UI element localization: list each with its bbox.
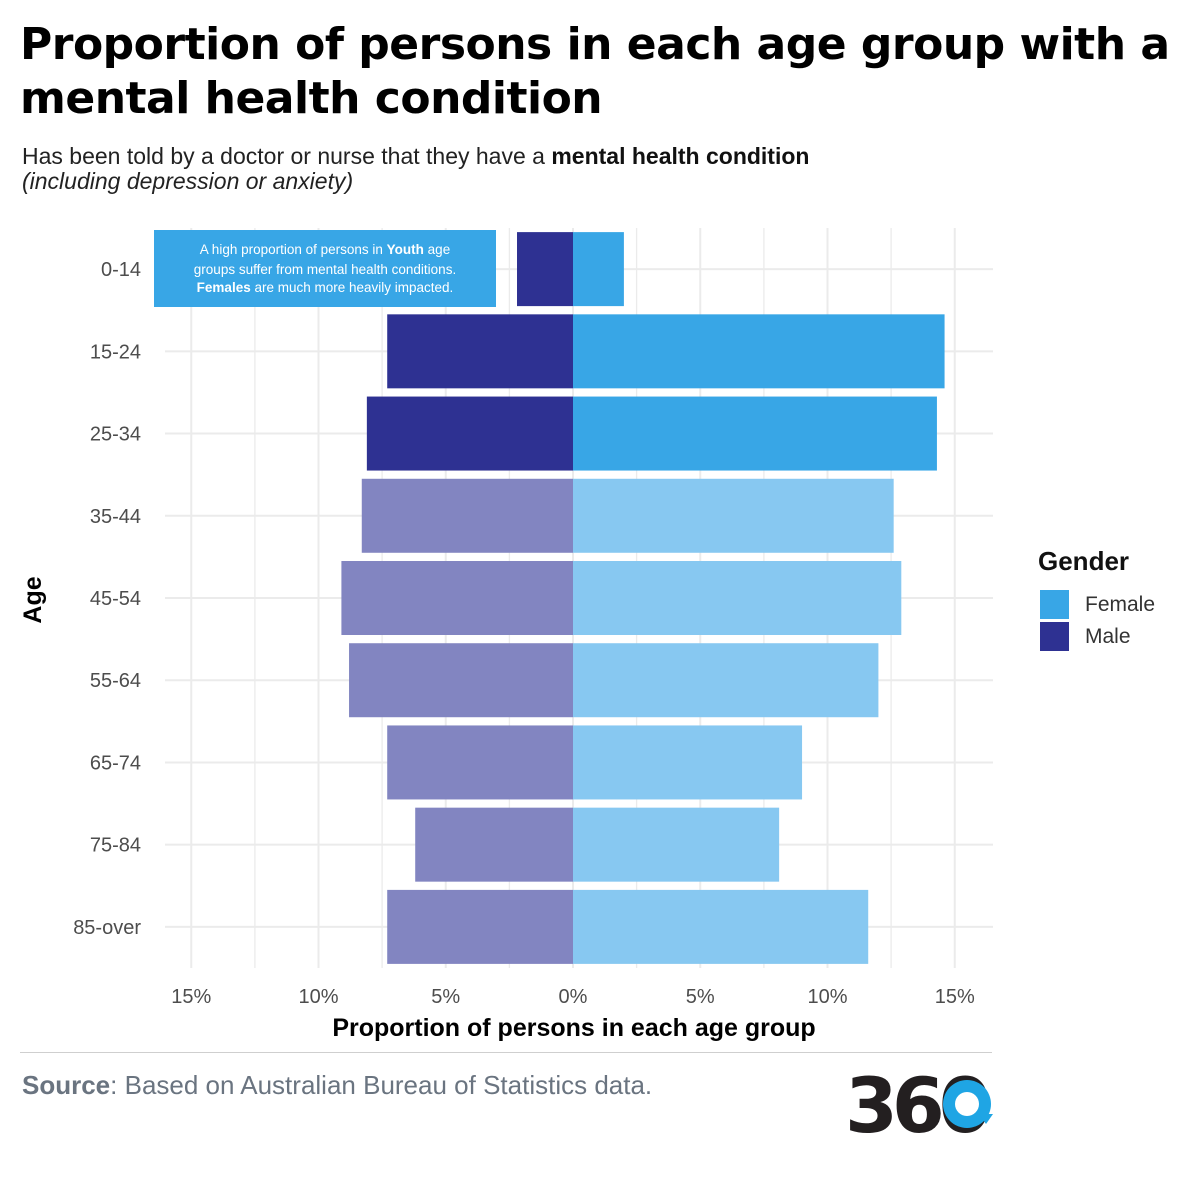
legend-item-female: Female xyxy=(1040,590,1155,619)
subtitle-text: Has been told by a doctor or nurse that … xyxy=(22,143,552,169)
bar-male-15-24 xyxy=(387,314,573,389)
bars xyxy=(341,232,945,964)
annotation-line-1: A high proportion of persons in Youth ag… xyxy=(200,242,450,257)
bar-male-0-14 xyxy=(517,232,573,307)
axis-labels: 0-14 15-24 25-34 35-44 45-54 55-64 65-74 75-84 8… xyxy=(19,259,975,1042)
y-tick-label: 55-64 xyxy=(90,670,141,692)
bar-female-45-54 xyxy=(573,561,902,635)
annotation-box: A high proportion of persons in Youth ag… xyxy=(154,230,496,307)
source-text: : Based on Australian Bureau of Statisti… xyxy=(110,1070,653,1100)
y-tick-label: 35-44 xyxy=(90,506,141,528)
x-tick-label: 10% xyxy=(807,986,847,1008)
bar-female-15-24 xyxy=(573,314,945,389)
bar-male-35-44 xyxy=(361,478,573,553)
bar-male-75-84 xyxy=(415,807,573,882)
subtitle-emphasis: mental health condition xyxy=(551,143,810,169)
y-tick-label: 25-34 xyxy=(90,424,141,446)
y-tick-label: 0-14 xyxy=(101,259,141,281)
360-logo-icon: 360 xyxy=(845,1068,995,1136)
legend-label-male: Male xyxy=(1085,624,1131,648)
bar-male-45-54 xyxy=(341,561,573,635)
legend-title: Gender xyxy=(1038,546,1130,576)
bar-female-0-14 xyxy=(573,232,624,307)
logo-arrow-icon xyxy=(979,1114,993,1124)
x-tick-label: 15% xyxy=(935,986,975,1008)
source-note: Source: Based on Australian Bureau of St… xyxy=(22,1070,652,1101)
x-tick-label: 10% xyxy=(298,986,338,1008)
legend-label-female: Female xyxy=(1085,592,1156,616)
x-tick-label: 15% xyxy=(171,986,211,1008)
bar-male-55-64 xyxy=(349,643,573,718)
bar-female-65-74 xyxy=(573,725,803,800)
y-tick-label: 15-24 xyxy=(90,341,141,363)
footer-divider xyxy=(20,1052,992,1053)
x-tick-label: 5% xyxy=(686,986,715,1008)
legend-swatch-female xyxy=(1040,590,1069,619)
subtitle-note: (including depression or anxiety) xyxy=(22,168,354,194)
x-tick-label: 0% xyxy=(559,986,588,1008)
bar-female-25-34 xyxy=(573,396,937,471)
y-tick-label: 85-over xyxy=(73,917,141,939)
source-label: Source xyxy=(22,1070,111,1100)
bar-female-75-84 xyxy=(573,807,780,882)
x-tick-label: 5% xyxy=(431,986,460,1008)
bar-female-55-64 xyxy=(573,643,879,718)
y-tick-label: 45-54 xyxy=(90,588,141,610)
annotation-line-3: Females are much more heavily impacted. xyxy=(197,280,454,295)
annotation-background xyxy=(154,230,496,307)
legend-swatch-male xyxy=(1040,622,1069,651)
bar-male-25-34 xyxy=(366,396,573,471)
bar-male-65-74 xyxy=(387,725,573,800)
bar-female-35-44 xyxy=(573,478,894,553)
bar-female-85-over xyxy=(573,889,869,964)
annotation-line-2: groups suffer from mental health conditi… xyxy=(194,262,456,277)
bar-male-85-over xyxy=(387,889,573,964)
chart-subtitle: Has been told by a doctor or nurse that … xyxy=(22,144,1182,194)
legend-item-male: Male xyxy=(1040,622,1131,651)
chart-title: Proportion of persons in each age group … xyxy=(20,19,1170,124)
y-axis-label: Age xyxy=(19,576,47,623)
y-tick-label: 65-74 xyxy=(90,752,141,774)
population-pyramid-chart: 0-14 15-24 25-34 35-44 45-54 55-64 65-74 75-84 8… xyxy=(19,228,993,1042)
x-axis-label: Proportion of persons in each age group xyxy=(332,1014,815,1042)
y-tick-label: 75-84 xyxy=(90,835,141,857)
